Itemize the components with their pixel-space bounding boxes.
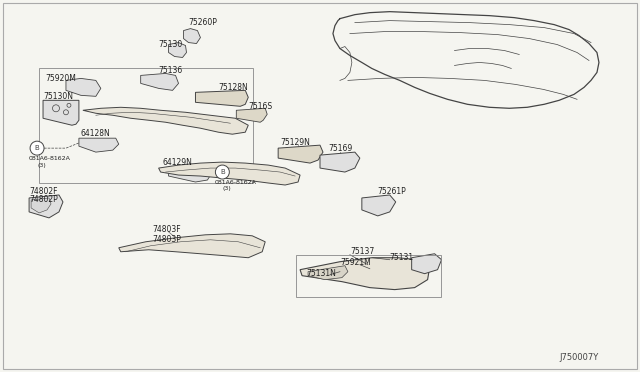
Text: 7516S: 7516S xyxy=(248,102,273,111)
Text: 75921M: 75921M xyxy=(340,258,371,267)
Text: 64128N: 64128N xyxy=(81,129,111,138)
Polygon shape xyxy=(29,195,63,218)
Polygon shape xyxy=(362,195,396,216)
Polygon shape xyxy=(300,258,429,290)
Text: 74802P: 74802P xyxy=(29,195,58,205)
Text: 75130N: 75130N xyxy=(43,92,73,101)
Polygon shape xyxy=(184,29,200,44)
Bar xyxy=(39,68,253,183)
Polygon shape xyxy=(119,234,265,258)
Text: (3): (3) xyxy=(37,163,46,167)
Text: 75260P: 75260P xyxy=(189,18,218,27)
Polygon shape xyxy=(43,100,79,125)
Text: (3): (3) xyxy=(222,186,231,192)
Text: 081A6-8162A: 081A6-8162A xyxy=(214,180,256,185)
Polygon shape xyxy=(278,145,323,163)
Text: 75169: 75169 xyxy=(328,144,352,153)
Text: 75129N: 75129N xyxy=(280,138,310,147)
Polygon shape xyxy=(236,108,267,122)
Polygon shape xyxy=(168,165,212,182)
Text: B: B xyxy=(220,169,225,175)
Circle shape xyxy=(30,141,44,155)
Text: 74803P: 74803P xyxy=(152,235,182,244)
Text: 75261P: 75261P xyxy=(378,187,406,196)
Polygon shape xyxy=(412,254,442,274)
Text: 75130: 75130 xyxy=(159,40,183,49)
Polygon shape xyxy=(159,162,300,185)
Text: 75128N: 75128N xyxy=(218,83,248,92)
Polygon shape xyxy=(31,198,51,213)
Polygon shape xyxy=(168,42,186,58)
Text: 75136: 75136 xyxy=(159,66,183,75)
Polygon shape xyxy=(308,266,348,280)
Polygon shape xyxy=(195,90,248,106)
Bar xyxy=(296,255,440,296)
Text: 74802F: 74802F xyxy=(29,187,58,196)
Text: 75131N: 75131N xyxy=(306,269,336,278)
Polygon shape xyxy=(79,138,119,152)
Polygon shape xyxy=(83,107,248,134)
Polygon shape xyxy=(66,78,101,96)
Text: 74803F: 74803F xyxy=(152,225,181,234)
Text: 64129N: 64129N xyxy=(163,158,193,167)
Text: B: B xyxy=(35,145,40,151)
Text: 081A6-8162A: 081A6-8162A xyxy=(29,155,71,161)
Text: 75131: 75131 xyxy=(390,253,414,262)
Polygon shape xyxy=(141,73,179,90)
Circle shape xyxy=(216,165,229,179)
Text: 75920M: 75920M xyxy=(45,74,76,83)
Text: 75137: 75137 xyxy=(350,247,374,256)
Text: J750007Y: J750007Y xyxy=(560,353,599,362)
Polygon shape xyxy=(320,152,360,172)
